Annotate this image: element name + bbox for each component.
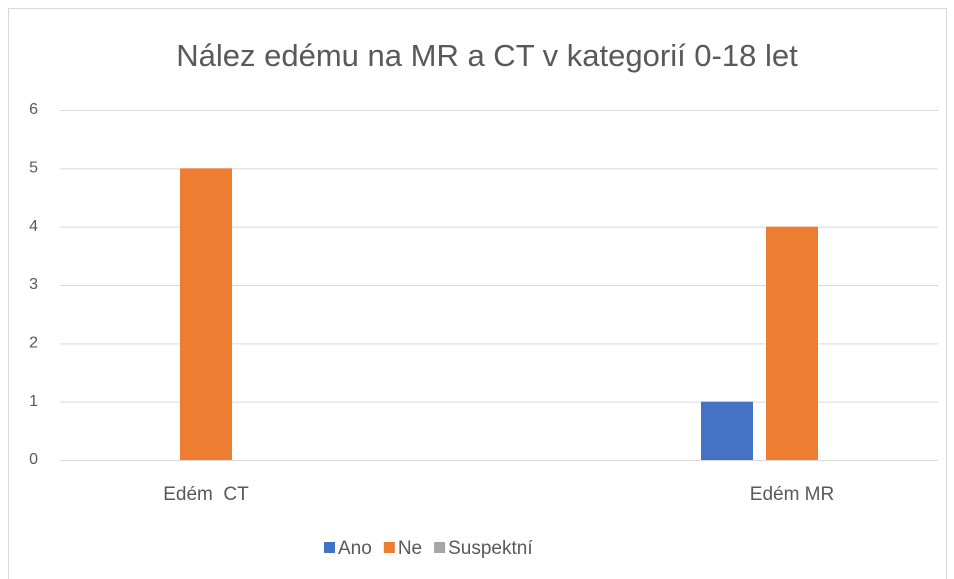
legend-label: Ne: [398, 538, 422, 559]
bar: [180, 168, 232, 461]
legend-label: Ano: [338, 538, 372, 559]
legend-swatch: [324, 542, 335, 553]
y-tick-label: 5: [29, 160, 38, 177]
x-tick-label: Edém MR: [750, 484, 834, 505]
y-tick-label: 6: [29, 101, 38, 118]
y-tick-label: 1: [29, 393, 38, 410]
bar: [766, 226, 818, 460]
y-tick-label: 0: [29, 451, 38, 468]
legend-label: Suspektní: [448, 538, 533, 559]
y-tick-label: 4: [29, 218, 38, 235]
bar: [701, 401, 753, 460]
y-tick-label: 2: [29, 335, 38, 352]
legend-swatch: [383, 542, 395, 553]
chart-title: Nález edému na MR a CT v kategorií 0-18 …: [176, 38, 798, 73]
x-tick-label: Edém CT: [163, 484, 249, 505]
legend-swatch: [434, 542, 446, 553]
y-tick-label: 3: [29, 276, 38, 293]
